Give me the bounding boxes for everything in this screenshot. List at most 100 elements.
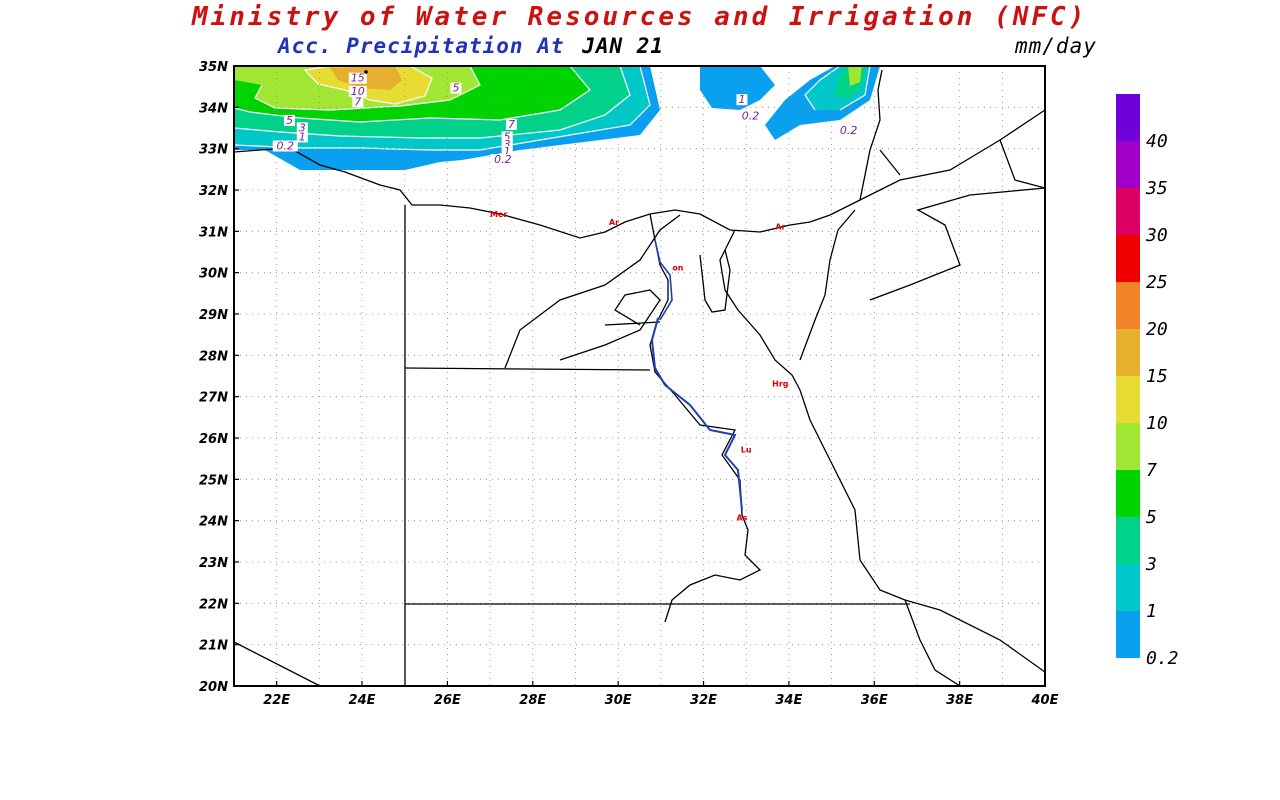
contour-label: 7 — [354, 95, 361, 108]
contour-label: 10 — [351, 85, 365, 98]
contour-label-bg — [501, 131, 513, 143]
city-label: Mer — [490, 210, 507, 219]
city-label: Ar — [609, 218, 619, 227]
colorbar-swatch — [1116, 517, 1140, 564]
lon-label: 26E — [434, 693, 461, 708]
contour-label-bg — [348, 85, 367, 97]
contour-label-bg — [283, 114, 295, 126]
city-label: on — [672, 264, 683, 273]
nile-delta — [654, 239, 673, 321]
contour-label-bg — [450, 82, 462, 94]
city-label: As — [736, 514, 747, 523]
map-frame — [233, 65, 1046, 687]
contour-label: 3 — [504, 138, 511, 151]
colorbar-swatch — [1116, 611, 1140, 658]
colorbar-label: 3 — [1145, 554, 1157, 575]
city-label: Ar — [775, 222, 785, 231]
lon-label: 32E — [690, 693, 717, 708]
contour-label: 0.2 — [840, 124, 858, 137]
map-title: Ministry of Water Resources and Irrigati… — [192, 2, 1088, 32]
contour-label: 7 — [508, 118, 515, 131]
contour-label-bg — [296, 122, 308, 134]
longitude-labels: 22E 24E 26E 28E 30E 32E 34E 36E 38E 40E — [263, 681, 1059, 708]
lat-label: 20N — [199, 680, 228, 695]
colorbar-label: 35 — [1145, 178, 1168, 199]
lat-label: 35N — [199, 60, 228, 75]
colorbar-swatch — [1116, 329, 1140, 376]
colorbar-label: 0.2 — [1146, 648, 1179, 669]
colorbar-label: 40 — [1146, 131, 1168, 152]
lat-label: 27N — [199, 391, 228, 406]
map-subtitle: Acc. Precipitation At JAN 21 — [278, 34, 664, 58]
lon-label: 36E — [861, 693, 888, 708]
colorbar-label: 7 — [1146, 460, 1157, 481]
contour-label: 0.2 — [742, 110, 760, 123]
max-precip-point — [364, 70, 368, 74]
lon-label: 34E — [775, 693, 802, 708]
precip-contours — [234, 66, 871, 151]
units-label: mm/day — [1015, 34, 1097, 58]
colorbar-swatch — [1116, 376, 1140, 423]
lon-label: 22E — [263, 693, 290, 708]
contour-label-bg — [272, 140, 298, 152]
lon-label: 38E — [946, 693, 973, 708]
colorbar-swatch — [1116, 188, 1140, 235]
colorbar-swatch — [1116, 94, 1140, 141]
contour-label-bg — [836, 125, 862, 137]
colorbar-swatch — [1116, 282, 1140, 329]
colorbar-label: 15 — [1146, 366, 1168, 387]
latitude-labels: 35N 34N 33N 32N 31N 30N 29N 28N 27N 26N 25N 24N 23N 2… — [199, 60, 239, 695]
contour-label: 1 — [738, 93, 745, 106]
city-label: Hrg — [772, 379, 789, 388]
contour-label: 5 — [452, 82, 459, 95]
contour-label: 0.2 — [276, 139, 294, 152]
contour-label: 5 — [286, 114, 293, 127]
contour-label: 0.2 — [494, 153, 512, 166]
lon-label: 28E — [519, 693, 546, 708]
colorbar-swatch — [1116, 423, 1140, 470]
contour-label: 1 — [504, 145, 511, 158]
colorbar-label: 5 — [1146, 507, 1157, 528]
colorbar-swatch — [1116, 141, 1140, 188]
lon-label: 40E — [1031, 693, 1059, 708]
colorbar-label: 30 — [1145, 225, 1168, 246]
city-markers: Mer Ar Ar on Hrg Lu As — [490, 210, 789, 523]
lat-label: 22N — [199, 597, 228, 612]
contour-label: 3 — [299, 121, 306, 134]
lon-label: 24E — [349, 693, 376, 708]
lat-label: 23N — [199, 556, 228, 571]
lat-label: 25N — [199, 473, 228, 488]
city-label: Lu — [741, 445, 752, 454]
lon-label: 30E — [605, 693, 632, 708]
contour-label-bg — [505, 119, 517, 130]
contour-label-bg — [352, 96, 364, 108]
lat-label: 32N — [199, 184, 228, 199]
colorbar-swatch — [1116, 470, 1140, 517]
colorbar-swatch — [1116, 564, 1140, 611]
contour-label-bg — [501, 145, 513, 157]
lat-label: 24N — [199, 515, 228, 530]
lat-label: 31N — [199, 225, 228, 240]
contour-label: 15 — [351, 72, 365, 85]
coastlines-borders — [234, 69, 1045, 686]
contour-label-bg — [296, 131, 308, 143]
lat-label: 29N — [199, 308, 228, 323]
forecast-date: JAN 21 — [582, 34, 665, 58]
colorbar-label: 10 — [1146, 413, 1168, 434]
precipitation-fill — [234, 66, 880, 170]
contour-label-bg — [348, 72, 367, 84]
colorbar-label: 1 — [1146, 601, 1157, 622]
colorbar-label: 20 — [1146, 319, 1168, 340]
contour-label-bg — [737, 110, 763, 122]
lat-label: 34N — [199, 101, 228, 116]
contour-label: 5 — [504, 130, 511, 143]
contour-label-bg — [501, 138, 513, 150]
contour-label-bg — [736, 94, 748, 106]
lat-label: 21N — [199, 639, 228, 654]
lat-label: 28N — [199, 349, 228, 364]
lat-label: 33N — [199, 143, 228, 158]
contour-label: 1 — [299, 130, 306, 143]
subtitle-label: Acc. Precipitation At — [278, 34, 565, 58]
